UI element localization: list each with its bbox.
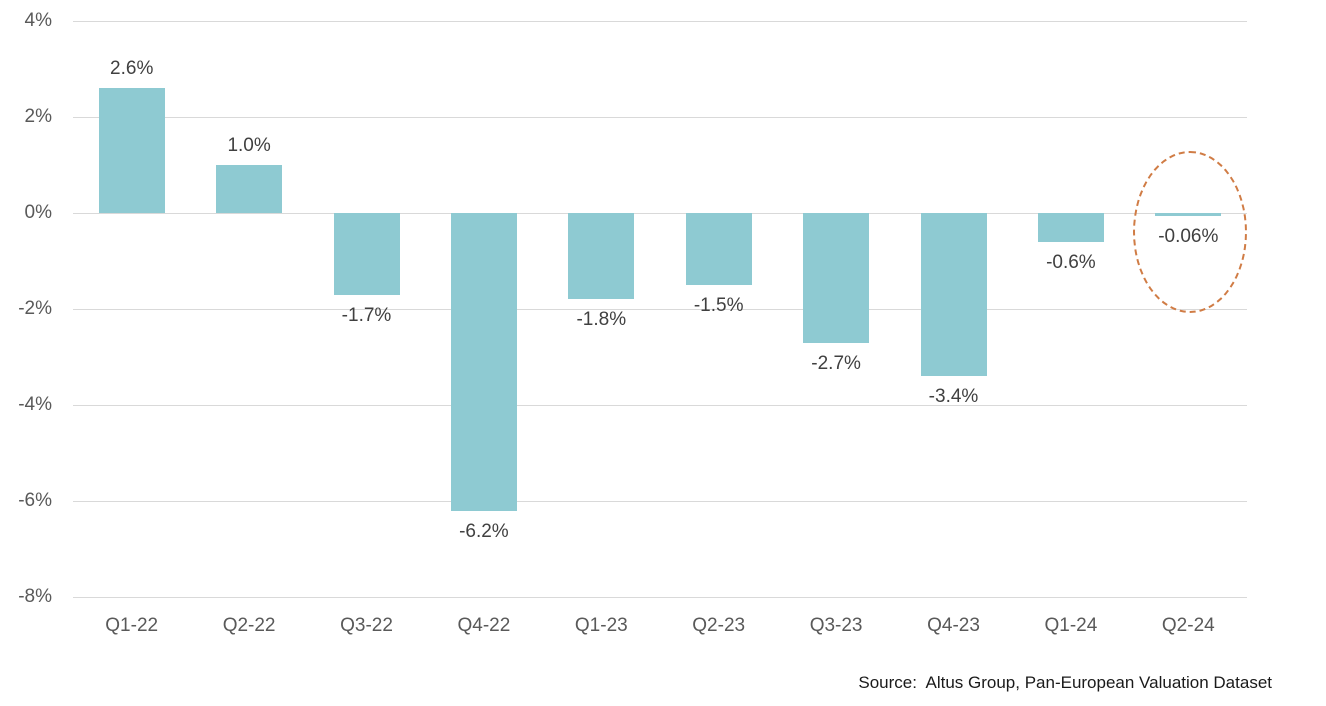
x-tick-label-Q1-24: Q1-24 (1044, 615, 1098, 636)
bar-Q4-23 (920, 213, 987, 377)
bar-Q2-23 (685, 213, 752, 285)
highlight-dashed-ellipse (1133, 151, 1248, 313)
gridline--4% (73, 405, 1247, 406)
x-tick-label-Q3-22: Q3-22 (340, 615, 393, 636)
y-tick-label-0%: 0% (24, 202, 52, 223)
bar-value-label-Q3-22: -1.7% (341, 304, 392, 326)
y-tick-label-2%: 2% (24, 106, 52, 127)
bar-Q3-22 (333, 213, 400, 295)
y-tick-label--4%: -4% (18, 394, 52, 415)
x-tick-label-Q2-24: Q2-24 (1161, 615, 1215, 636)
bar-value-label-Q2-22: 1.0% (227, 135, 271, 156)
gridline--2% (73, 309, 1247, 310)
bar-value-label-Q1-23: -1.8% (576, 309, 627, 331)
gridline--6% (73, 501, 1247, 502)
bar-Q1-24 (1037, 213, 1104, 242)
x-tick-label-Q1-22: Q1-22 (105, 615, 159, 636)
y-tick-label--6%: -6% (18, 490, 52, 511)
x-tick-label-Q4-23: Q4-23 (927, 615, 980, 636)
bar-value-label-Q1-22: 2.6% (110, 58, 154, 80)
gridline-4% (73, 21, 1247, 22)
bar-Q2-22 (216, 165, 283, 213)
x-tick-label-Q2-22: Q2-22 (222, 615, 276, 636)
bar-value-label-Q3-23: -2.7% (811, 352, 861, 374)
bar-value-label-Q1-24: -0.6% (1046, 251, 1096, 273)
y-tick-label--2%: -2% (18, 298, 52, 319)
x-tick-label-Q3-23: Q3-23 (809, 615, 863, 636)
y-tick-label--8%: -8% (18, 586, 52, 607)
bar-Q4-22 (450, 213, 517, 511)
bar-Q1-22 (98, 88, 165, 213)
y-tick-label-4%: 4% (24, 10, 52, 31)
x-tick-label-Q4-22: Q4-22 (457, 615, 511, 636)
gridline--8% (73, 597, 1247, 598)
x-tick-label-Q2-23: Q2-23 (692, 615, 746, 636)
bar-Q1-23 (568, 213, 635, 300)
gridline-2% (73, 117, 1247, 118)
bar-value-label-Q4-23: -3.4% (928, 386, 979, 408)
gridline-0% (73, 213, 1247, 214)
x-tick-label-Q1-23: Q1-23 (574, 615, 628, 636)
bar-value-label-Q4-22: -6.2% (459, 520, 509, 542)
bar-value-label-Q2-23: -1.5% (693, 295, 744, 316)
source-note: Source: Altus Group, Pan-European Valuat… (858, 673, 1272, 692)
bar-Q3-23 (803, 213, 870, 343)
